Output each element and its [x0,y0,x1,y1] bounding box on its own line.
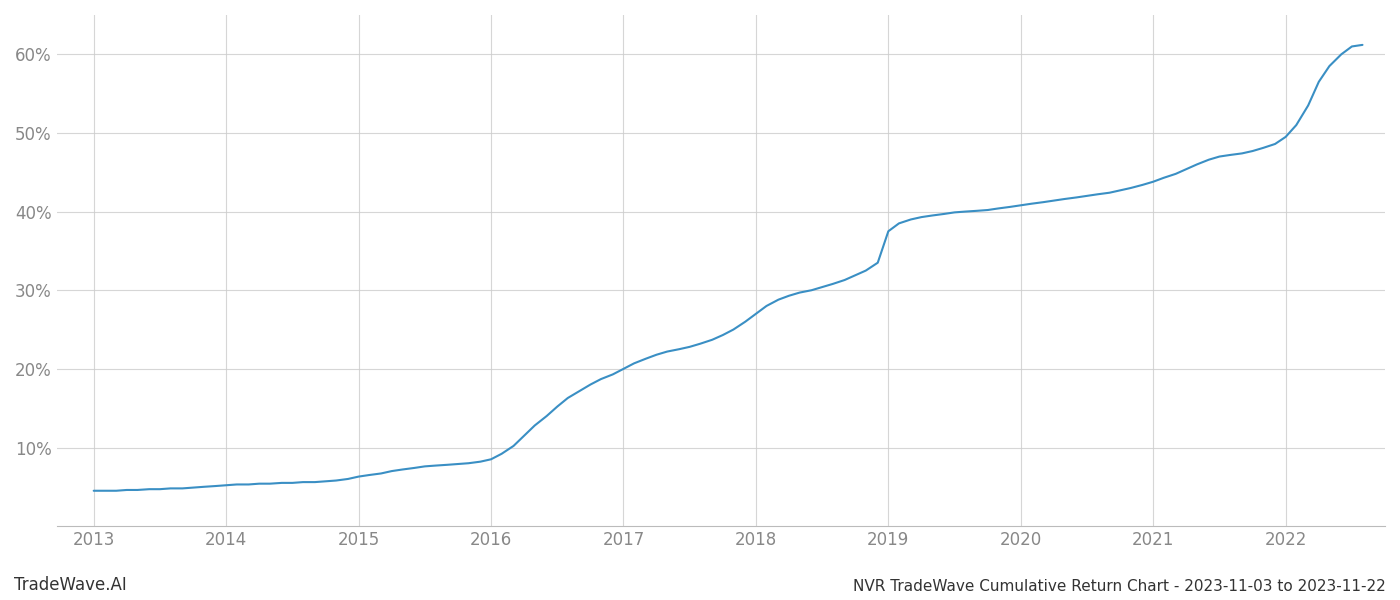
Text: TradeWave.AI: TradeWave.AI [14,576,127,594]
Text: NVR TradeWave Cumulative Return Chart - 2023-11-03 to 2023-11-22: NVR TradeWave Cumulative Return Chart - … [853,579,1386,594]
